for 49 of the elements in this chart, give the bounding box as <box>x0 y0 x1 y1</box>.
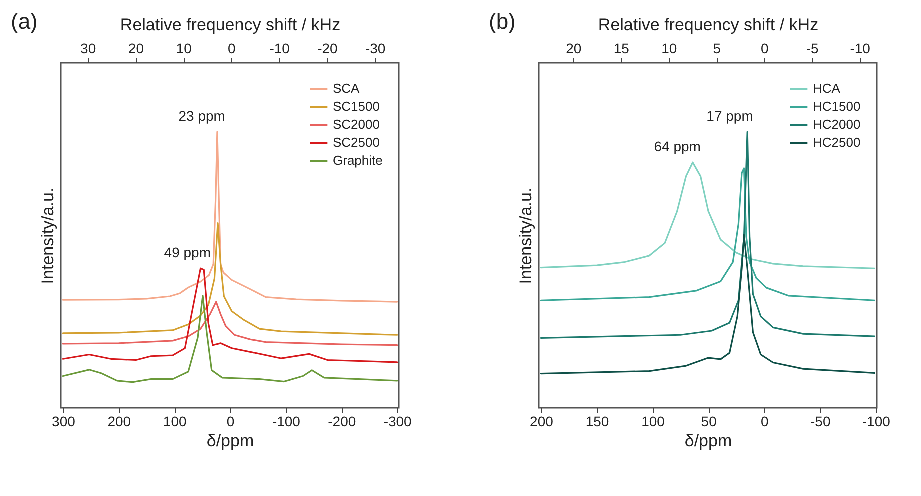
x2-tick-label: 15 <box>614 40 630 56</box>
annotation: 23 ppm <box>178 108 226 124</box>
x2-tick-label: -30 <box>365 40 386 56</box>
x2-tick-label: -5 <box>806 40 820 56</box>
x2-tick-label: 10 <box>176 40 192 56</box>
legend-label: SCA <box>333 81 360 96</box>
x2-axis-title: Relative frequency shift / kHz <box>120 16 341 34</box>
x-tick-label: -50 <box>810 414 831 430</box>
x-tick-label: 150 <box>586 414 610 430</box>
x2-tick-label: 10 <box>662 40 678 56</box>
y-axis-title: Intensity/a.u. <box>516 188 536 284</box>
x2-tick-label: 0 <box>760 40 769 56</box>
annotation: 64 ppm <box>654 138 701 155</box>
x-axis-title: δ/ppm <box>684 432 732 450</box>
x-tick-label: 50 <box>701 414 718 430</box>
chart-title: (a) <box>11 9 38 34</box>
legend-label: HC1500 <box>813 99 861 114</box>
x2-axis-title: Relative frequency shift / kHz <box>598 16 819 34</box>
x-tick-label: 300 <box>52 414 76 430</box>
x2-tick-label: -10 <box>270 40 290 56</box>
y-axis-title: Intensity/a.u. <box>38 188 58 284</box>
legend-label: HCA <box>813 81 841 96</box>
x-axis-title: δ/ppm <box>206 432 254 450</box>
x-tick-label: -200 <box>328 414 356 430</box>
x2-tick-label: 5 <box>713 40 722 56</box>
legend-label: SC2000 <box>333 117 380 132</box>
x2-tick-label: 20 <box>566 40 582 56</box>
legend-label: Graphite <box>333 153 383 168</box>
x-tick-label: 0 <box>760 414 769 430</box>
legend-label: HC2500 <box>813 135 861 150</box>
x2-tick-label: 20 <box>128 40 144 56</box>
x-tick-label: 200 <box>108 414 132 430</box>
x-tick-label: 100 <box>163 414 187 430</box>
x2-tick-label: 0 <box>228 40 236 56</box>
x-tick-label: 0 <box>226 414 235 430</box>
legend-label: SC2500 <box>333 135 380 150</box>
x-tick-label: 200 <box>530 414 554 430</box>
x-tick-label: -100 <box>272 414 301 430</box>
chart-title: (b) <box>489 9 516 34</box>
annotation: 17 ppm <box>706 108 754 124</box>
legend-label: HC2000 <box>813 117 861 132</box>
x2-tick-label: -10 <box>850 40 871 56</box>
x-tick-label: -300 <box>384 414 412 430</box>
annotation: 49 ppm <box>164 244 211 261</box>
legend-label: SC1500 <box>333 99 380 114</box>
x2-tick-label: -20 <box>318 40 338 56</box>
x-tick-label: 100 <box>642 414 666 430</box>
x2-tick-label: 30 <box>80 40 96 56</box>
x-tick-label: -100 <box>862 414 891 430</box>
